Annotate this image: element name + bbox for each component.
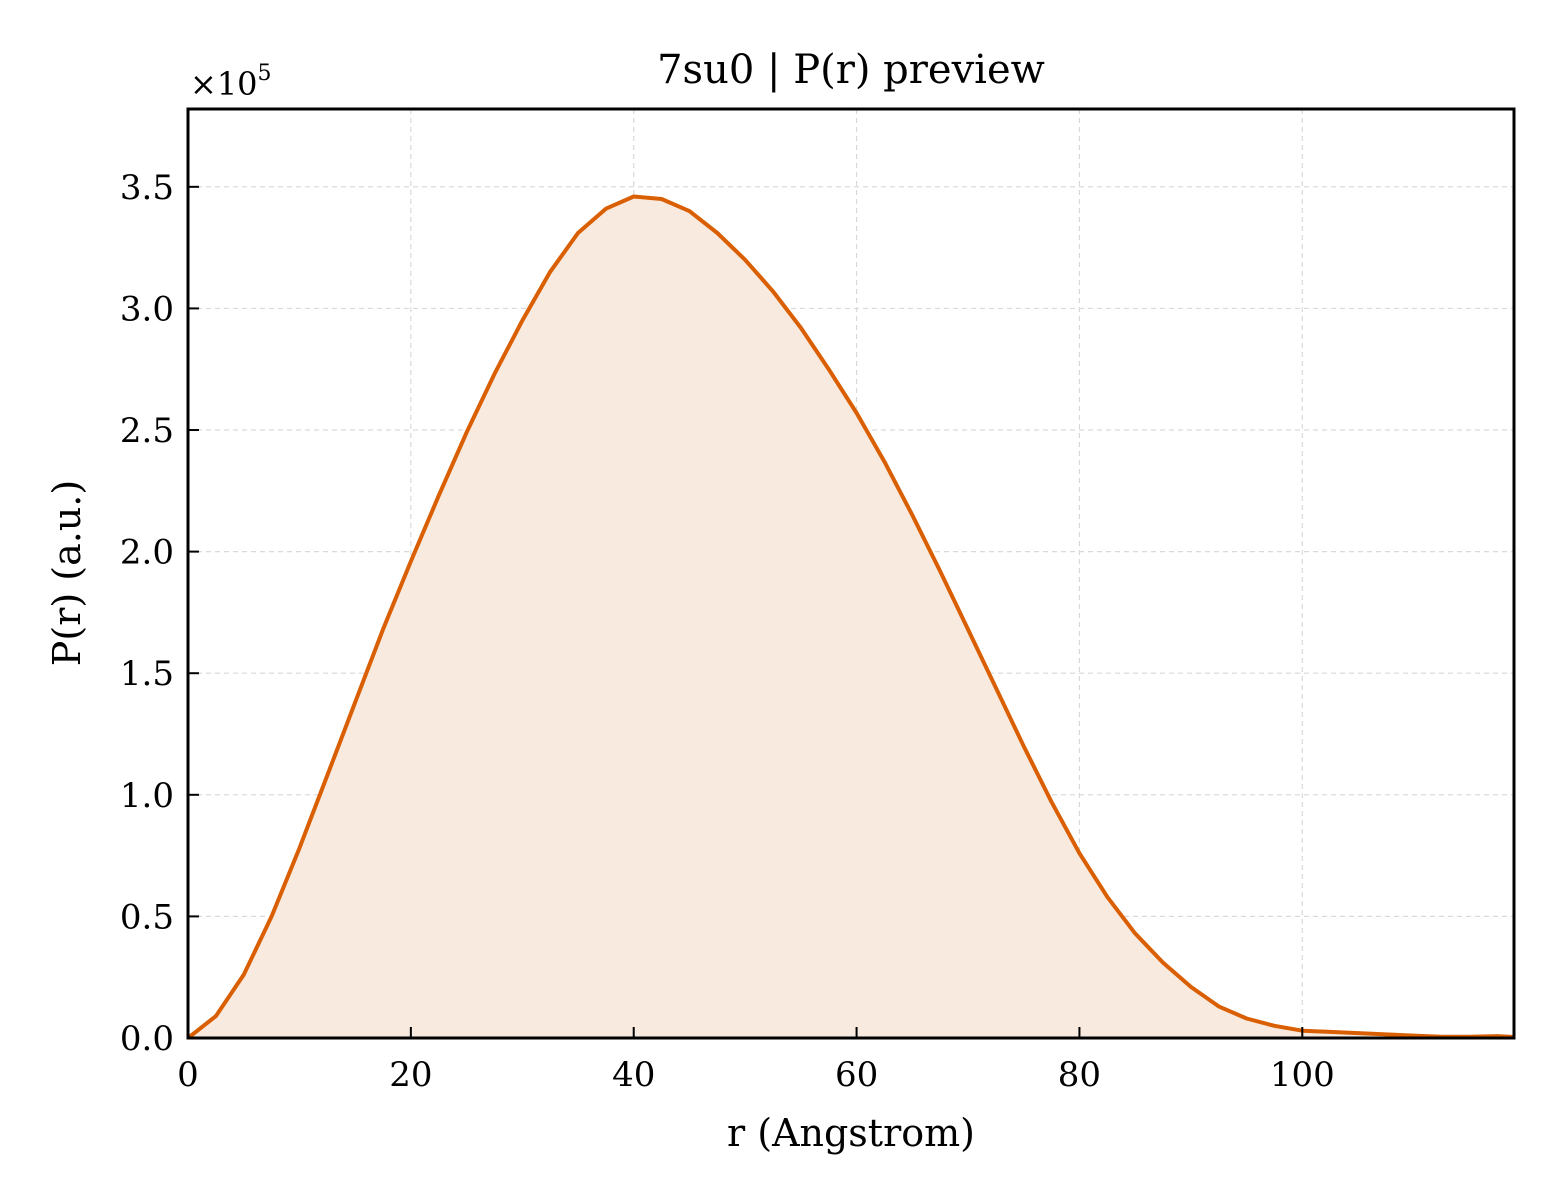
area-fill	[188, 196, 1514, 1038]
y-tick-label: 3.0	[120, 289, 174, 329]
x-tick-label: 20	[389, 1055, 432, 1095]
y-multiplier-base: ×10	[190, 65, 258, 103]
x-tick-label: 0	[177, 1055, 199, 1095]
x-tick-label: 100	[1270, 1055, 1335, 1095]
y-tick-label: 1.5	[120, 654, 174, 694]
plot-frame	[186, 107, 1516, 1040]
y-offset-multiplier: ×105	[190, 61, 272, 103]
y-tick-label: 3.5	[120, 168, 174, 208]
y-multiplier-exponent: 5	[258, 61, 272, 86]
y-tick-label: 0.0	[120, 1019, 174, 1059]
y-tick-label: 1.0	[120, 776, 174, 816]
x-tick-label: 80	[1058, 1055, 1101, 1095]
x-tick-label: 40	[612, 1055, 655, 1095]
y-tick-label: 2.0	[120, 533, 174, 573]
chart-title: 7su0 | P(r) preview	[657, 47, 1045, 93]
y-axis-label: P(r) (a.u.)	[45, 480, 89, 666]
y-tick-label: 2.5	[120, 411, 174, 451]
x-axis-label: r (Angstrom)	[727, 1111, 975, 1155]
y-tick-label: 0.5	[120, 897, 174, 937]
x-tick-label: 60	[835, 1055, 878, 1095]
ticks: 0 20 40 60 80 100 0.0 0.5 1.0 1.5 2.0 2.5 3.0 3.5	[120, 168, 1335, 1095]
